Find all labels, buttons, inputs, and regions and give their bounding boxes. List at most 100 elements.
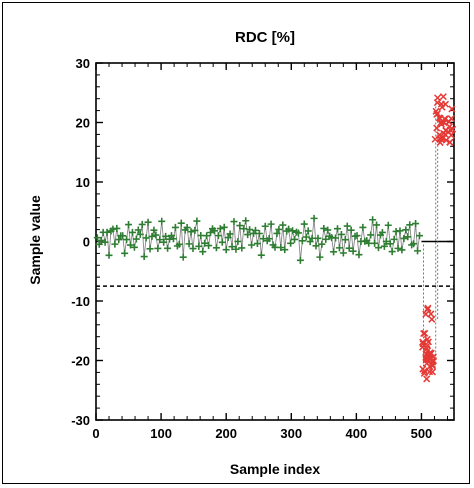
data-point <box>289 227 297 235</box>
data-point <box>205 242 213 250</box>
data-point <box>95 240 103 248</box>
data-point <box>333 225 341 233</box>
data-point <box>406 221 414 229</box>
data-point <box>169 235 177 243</box>
data-point <box>224 234 232 242</box>
data-point <box>111 240 119 248</box>
data-point <box>314 234 322 242</box>
data-point <box>398 246 406 254</box>
data-point <box>259 235 267 243</box>
data-point <box>216 225 224 233</box>
data-point <box>439 93 447 101</box>
y-tick-label: -30 <box>71 413 90 428</box>
data-point <box>341 236 349 244</box>
data-point <box>386 240 394 248</box>
x-tick-label: 500 <box>411 426 433 441</box>
data-point <box>281 246 289 254</box>
data-point <box>171 223 179 231</box>
data-point <box>183 224 191 232</box>
data-point <box>298 237 306 245</box>
data-point <box>422 310 430 318</box>
data-point <box>138 220 146 228</box>
data-point <box>128 228 136 236</box>
data-point <box>242 217 250 225</box>
data-point <box>279 221 287 229</box>
data-point <box>423 359 431 367</box>
data-point <box>277 243 285 251</box>
data-point <box>441 100 450 108</box>
data-point <box>261 222 269 230</box>
x-tick-label: 100 <box>150 426 172 441</box>
data-point <box>187 228 195 236</box>
data-point <box>424 352 432 360</box>
data-point <box>308 234 316 242</box>
data-point <box>160 238 168 246</box>
data-point <box>367 231 375 239</box>
data-point <box>428 361 436 369</box>
data-point <box>189 245 197 253</box>
data-point <box>97 236 105 244</box>
data-point <box>442 127 450 135</box>
data-point <box>432 107 440 115</box>
data-point <box>369 216 377 224</box>
data-point <box>410 240 418 248</box>
data-point <box>423 305 431 313</box>
data-point <box>148 232 156 240</box>
data-point <box>310 214 318 222</box>
data-point <box>152 231 160 239</box>
data-point <box>316 253 324 261</box>
data-point <box>185 240 193 248</box>
data-point <box>246 226 254 234</box>
data-point <box>320 224 328 232</box>
data-point <box>318 240 326 248</box>
data-point <box>253 240 261 248</box>
data-point <box>240 225 248 233</box>
data-point <box>332 234 340 242</box>
data-point <box>236 222 244 230</box>
data-point <box>291 235 299 243</box>
data-point <box>197 231 205 239</box>
data-point <box>440 119 448 127</box>
data-point <box>373 221 381 229</box>
data-point <box>113 224 121 232</box>
data-point <box>146 245 154 253</box>
data-point <box>193 217 201 225</box>
y-tick-label: -10 <box>71 294 90 309</box>
x-tick-label: 200 <box>215 426 237 441</box>
data-point <box>394 244 402 252</box>
data-point <box>232 245 240 253</box>
data-point <box>416 232 424 240</box>
data-point <box>130 243 138 251</box>
data-point <box>158 217 166 225</box>
data-point <box>212 244 220 252</box>
data-point <box>414 247 422 255</box>
data-point <box>347 226 355 234</box>
data-point <box>150 226 158 234</box>
data-point <box>244 231 252 239</box>
data-point <box>115 236 123 244</box>
data-point <box>265 235 273 243</box>
data-point <box>335 244 343 252</box>
data-point <box>294 229 302 237</box>
data-point <box>345 244 353 252</box>
data-point <box>93 234 101 242</box>
data-point <box>365 239 373 247</box>
data-point <box>396 227 404 235</box>
data-point <box>210 227 218 235</box>
y-tick-label: 30 <box>76 56 90 71</box>
data-point <box>322 235 330 243</box>
y-axis-label: Sample value <box>27 195 43 285</box>
data-point <box>300 220 308 228</box>
data-point <box>201 239 209 247</box>
data-point <box>119 232 127 240</box>
data-point <box>273 229 281 237</box>
plot-layer: 0 100 200 300 400 500 -30 -20 -10 0 10 20 30 <box>71 56 457 441</box>
data-point <box>287 239 295 247</box>
data-point <box>156 236 164 244</box>
data-point <box>144 218 152 226</box>
data-point <box>230 218 238 226</box>
data-point <box>382 237 390 245</box>
data-point <box>312 242 320 250</box>
x-tick-label: 400 <box>346 426 368 441</box>
data-point <box>275 225 283 233</box>
